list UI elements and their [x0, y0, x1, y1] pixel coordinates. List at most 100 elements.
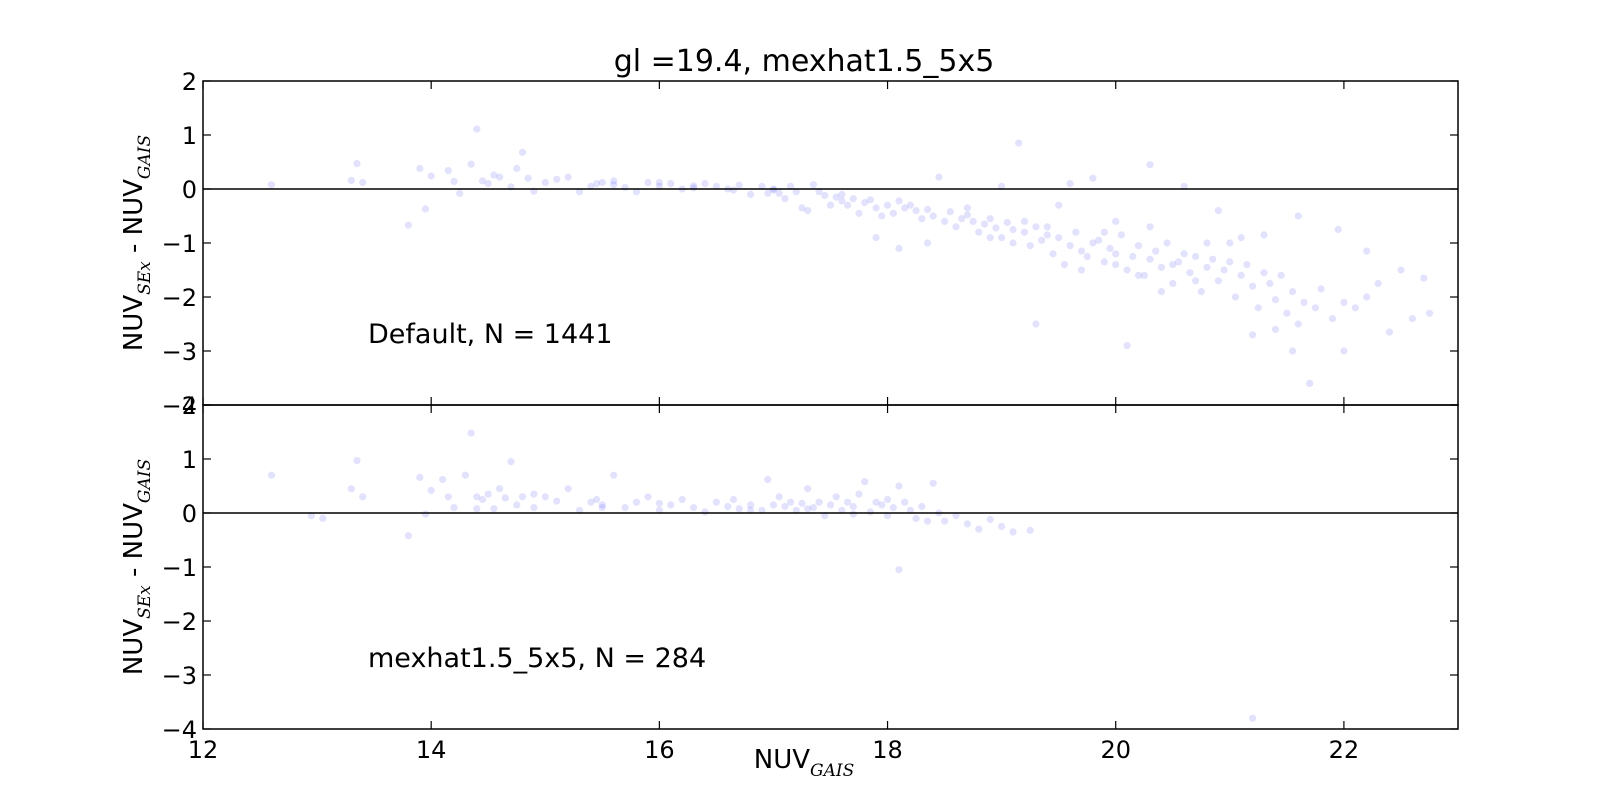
scatter-point	[895, 482, 903, 490]
scatter-point	[849, 510, 857, 518]
scatter-point	[1129, 252, 1137, 261]
scatter-point	[918, 502, 926, 511]
scatter-point	[1083, 252, 1091, 261]
scatter-point	[347, 485, 355, 493]
scatter-point	[1089, 174, 1097, 182]
scatter-point	[439, 475, 447, 484]
scatter-point	[895, 244, 903, 252]
scatter-point	[496, 485, 504, 493]
scatter-point	[758, 506, 766, 514]
scatter-point	[958, 215, 966, 223]
scatter-point	[855, 209, 863, 217]
scatter-point	[872, 204, 880, 212]
scatter-point	[1317, 285, 1325, 293]
panel-annotation-p0: Default, N = 1441	[368, 319, 613, 350]
scatter-point	[1146, 223, 1154, 231]
y-label-main: NUV	[119, 295, 149, 351]
scatter-point	[541, 178, 549, 187]
scatter-point	[1237, 271, 1245, 279]
scatter-point	[690, 184, 698, 192]
scatter-point	[1072, 228, 1080, 236]
scatter-point	[644, 178, 652, 187]
scatter-point	[923, 239, 932, 247]
scatter-point	[764, 475, 772, 484]
scatter-point	[610, 181, 618, 189]
scatter-point	[855, 490, 863, 498]
scatter-point	[804, 207, 812, 215]
scatter-point	[1106, 244, 1114, 252]
scatter-point	[1174, 258, 1183, 266]
scatter-point	[416, 473, 424, 481]
y-tick-label: 1	[182, 446, 197, 474]
scatter-point	[1146, 255, 1154, 263]
scatter-point	[1363, 293, 1371, 301]
scatter-point	[513, 164, 521, 173]
scatter-point	[929, 212, 937, 220]
scatter-point	[1249, 714, 1257, 722]
scatter-point	[553, 497, 561, 505]
scatter-point	[1214, 207, 1222, 215]
scatter-point	[490, 505, 498, 513]
scatter-point	[1146, 161, 1154, 169]
scatter-point	[1015, 139, 1023, 147]
scatter-points-p0	[267, 125, 1434, 387]
scatter-point	[1077, 266, 1086, 274]
x-tick-label: 12	[188, 736, 219, 764]
scatter-point	[1157, 288, 1165, 296]
scatter-point	[1203, 239, 1211, 247]
scatter-point	[353, 160, 361, 168]
scatter-point	[507, 458, 515, 466]
scatter-point	[655, 506, 664, 514]
scatter-point	[501, 494, 509, 502]
scatter-point	[1066, 242, 1074, 250]
scatter-point	[906, 506, 915, 514]
scatter-point	[895, 566, 903, 574]
scatter-point	[1032, 223, 1040, 231]
scatter-point	[690, 504, 698, 512]
scatter-point	[427, 486, 435, 494]
scatter-point	[1038, 236, 1046, 244]
scatter-point	[724, 502, 732, 511]
scatter-point	[1192, 252, 1200, 261]
scatter-point	[1043, 231, 1051, 239]
scatter-point	[267, 181, 276, 189]
scatter-point	[918, 215, 926, 223]
scatter-point	[524, 174, 532, 182]
scatter-point	[849, 195, 857, 203]
scatter-point	[923, 205, 932, 214]
scatter-point	[826, 501, 835, 509]
axes-frame-p0	[202, 80, 1459, 406]
y-tick-label: −2	[162, 608, 197, 636]
y-tick-label: −3	[162, 662, 197, 690]
scatter-point	[456, 189, 464, 197]
scatter-point	[792, 506, 800, 514]
scatter-point	[729, 495, 738, 504]
axes-frame-p1	[202, 404, 1459, 730]
scatter-point	[1152, 247, 1160, 255]
scatter-point	[1374, 279, 1382, 288]
scatter-point	[478, 495, 487, 504]
panel-annotation-p1: mexhat1.5_5x5, N = 284	[368, 643, 706, 674]
y-tick-label: −1	[162, 554, 197, 582]
scatter-point	[1226, 239, 1234, 247]
scatter-point	[1260, 231, 1268, 239]
scatter-point	[1254, 304, 1262, 312]
scatter-point	[1066, 180, 1074, 188]
y-tick-label: −1	[162, 230, 197, 258]
scatter-point	[1134, 242, 1143, 250]
scatter-point	[883, 495, 892, 504]
scatter-point	[1197, 288, 1205, 296]
scatter-point	[849, 502, 857, 511]
scatter-point	[319, 514, 327, 523]
scatter-point	[701, 180, 709, 188]
scatter-point	[1289, 288, 1297, 296]
scatter-point	[1169, 261, 1177, 269]
scatter-point	[593, 495, 601, 504]
scatter-point	[872, 234, 880, 242]
scatter-point	[632, 188, 641, 196]
scatter-point	[1003, 218, 1011, 227]
scatter-point	[1009, 239, 1017, 247]
scatter-point	[775, 493, 783, 501]
scatter-point	[1226, 258, 1234, 266]
